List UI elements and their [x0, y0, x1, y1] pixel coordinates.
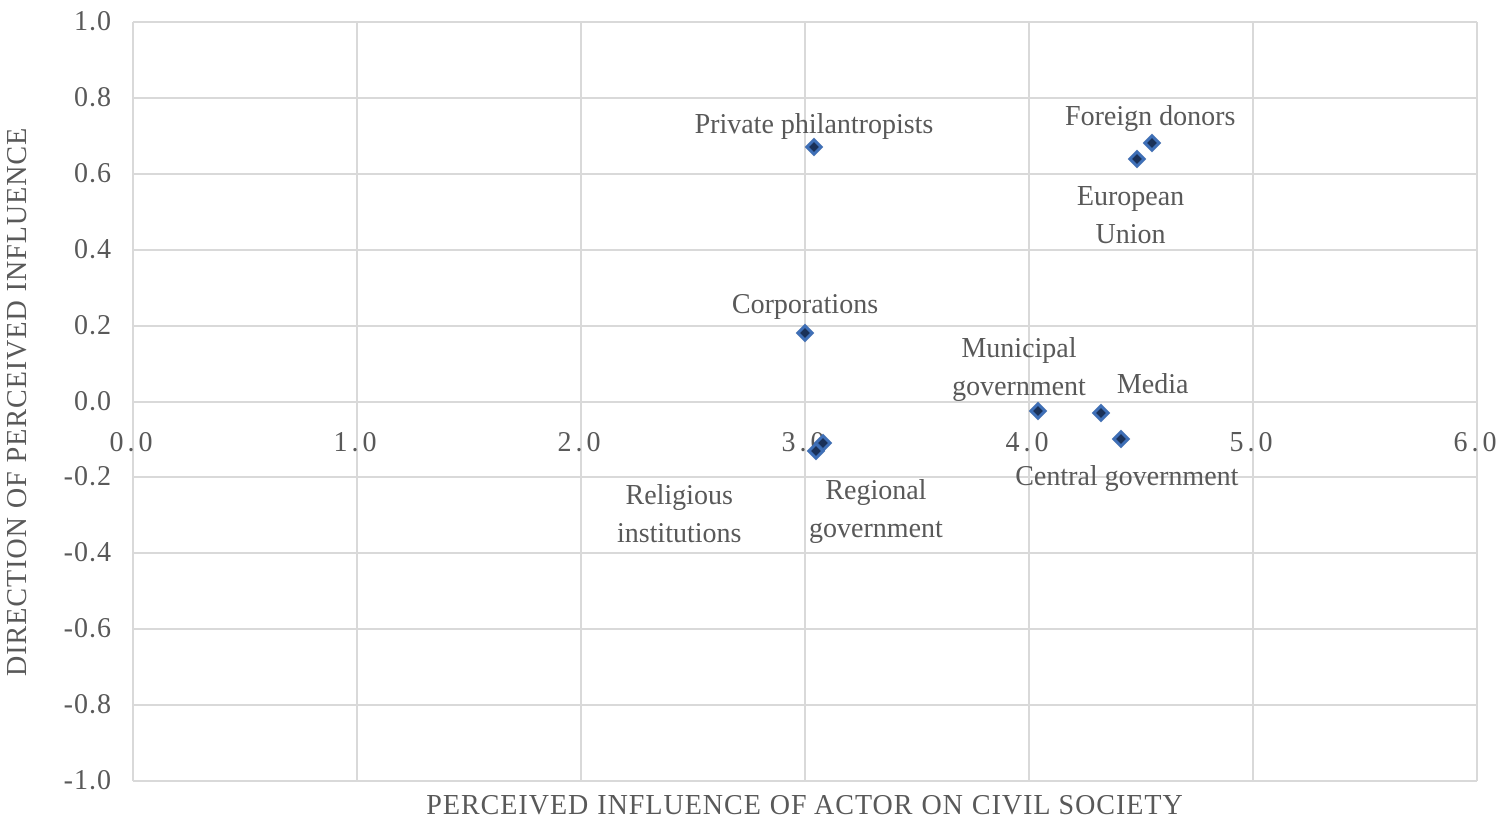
gridline-horizontal — [133, 400, 1477, 403]
x-tick-label: 4.0 — [1005, 427, 1053, 458]
y-tick-label: 0.4 — [74, 233, 112, 265]
gridline-horizontal — [133, 704, 1477, 707]
data-point-label: Foreign donors — [1065, 101, 1236, 133]
gridline-horizontal — [133, 628, 1477, 631]
data-point-label: Regional government — [809, 475, 943, 545]
data-point-label: European Union — [1076, 180, 1185, 250]
y-tick-label: 0.0 — [74, 385, 112, 417]
data-point-marker — [795, 323, 815, 343]
data-point-label: Central government — [1015, 461, 1239, 493]
gridline-horizontal — [133, 248, 1477, 251]
gridline-horizontal — [133, 780, 1477, 782]
gridline-horizontal — [133, 21, 1477, 23]
data-point-label: Municipal government — [952, 332, 1086, 402]
y-tick-label: 0.2 — [74, 309, 112, 341]
gridline-horizontal — [133, 476, 1477, 479]
data-point-marker — [1091, 403, 1110, 423]
data-point-label: Private philantropists — [694, 109, 934, 141]
gridline-horizontal — [133, 552, 1477, 555]
y-tick-label: -0.2 — [63, 461, 112, 493]
data-point-marker — [1111, 430, 1131, 449]
gridline-horizontal — [133, 96, 1477, 99]
data-point-marker — [1127, 149, 1146, 168]
data-point-marker — [1142, 134, 1162, 153]
data-point-label: Media — [1116, 368, 1189, 400]
gridline-horizontal — [133, 172, 1477, 175]
y-tick-label: 1.0 — [74, 6, 112, 37]
x-tick-label: 1.0 — [333, 427, 381, 458]
x-tick-label: 5.0 — [1229, 427, 1277, 458]
x-tick-label: 2.0 — [557, 427, 605, 458]
y-tick-label: -0.8 — [63, 689, 112, 721]
y-tick-label: -0.6 — [63, 613, 112, 645]
x-axis-title: PERCEIVED INFLUENCE OF ACTOR ON CIVIL SO… — [426, 790, 1184, 821]
gridline-vertical — [1476, 22, 1478, 781]
y-tick-label: -1.0 — [63, 765, 112, 796]
y-tick-label: -0.4 — [63, 537, 112, 569]
x-tick-label: 6.0 — [1453, 427, 1501, 458]
y-tick-label: 0.8 — [74, 81, 112, 113]
data-point-label: Corporations — [731, 289, 879, 321]
x-tick-label: 0.0 — [109, 427, 157, 458]
data-point-label: Religious institutions — [616, 479, 742, 549]
y-tick-label: 0.6 — [74, 157, 112, 189]
